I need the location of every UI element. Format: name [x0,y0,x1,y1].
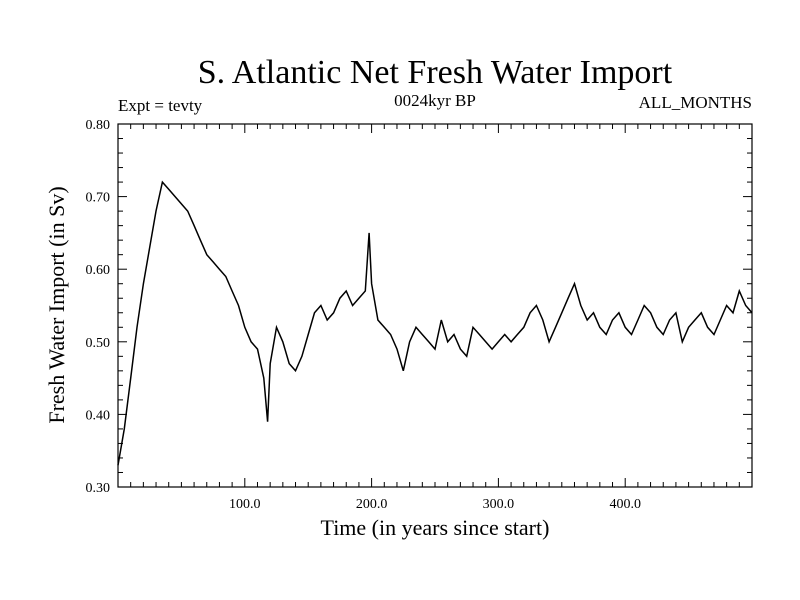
y-tick-label: 0.40 [86,408,111,423]
x-tick-label: 100.0 [229,497,261,512]
y-tick-label: 0.50 [86,336,111,351]
series-line [117,180,753,466]
subtitle-left: Expt = tevty [118,96,203,115]
subtitle-center: 0024kyr BP [394,91,476,110]
axis-ticks: 100.0 200.0 300.0 400.0 0.30 0.40 0.50 0.60 0.70… [86,118,752,512]
y-tick-label: 0.70 [86,191,111,206]
y-tick-label: 0.60 [86,263,111,278]
x-tick-label: 400.0 [609,497,641,512]
y-tick-label: 0.30 [86,481,111,496]
x-axis-label: Time (in years since start) [321,515,550,540]
chart-title: S. Atlantic Net Fresh Water Import [198,54,673,91]
y-axis-label: Fresh Water Import (in Sv) [44,186,69,423]
x-tick-label: 200.0 [356,497,388,512]
y-tick-label: 0.80 [86,118,111,133]
plot-frame [117,123,753,488]
subtitle-right: ALL_MONTHS [639,93,752,112]
plot-area: 100.0 200.0 300.0 400.0 0.30 0.40 0.50 0.60 0.70… [86,118,753,512]
x-tick-label: 300.0 [483,497,515,512]
